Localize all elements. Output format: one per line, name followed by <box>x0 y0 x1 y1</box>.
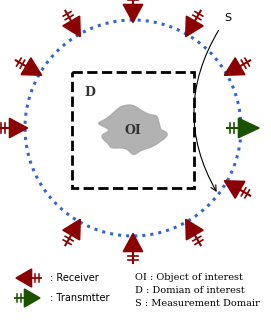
Polygon shape <box>24 289 40 307</box>
Polygon shape <box>224 58 245 75</box>
Polygon shape <box>63 219 80 240</box>
Polygon shape <box>16 269 32 287</box>
Text: : Transmtter: : Transmtter <box>50 293 109 303</box>
Polygon shape <box>238 118 259 138</box>
Polygon shape <box>224 181 245 198</box>
Text: OI : Object of interest: OI : Object of interest <box>135 273 243 282</box>
Polygon shape <box>63 16 80 37</box>
Polygon shape <box>186 219 203 240</box>
Polygon shape <box>9 118 28 138</box>
Text: OI: OI <box>125 124 141 137</box>
Polygon shape <box>123 233 143 252</box>
Text: D : Domian of interest: D : Domian of interest <box>135 286 245 295</box>
Text: : Receiver: : Receiver <box>50 273 99 283</box>
Polygon shape <box>99 105 167 154</box>
Text: D: D <box>84 86 95 99</box>
Polygon shape <box>21 58 42 75</box>
Bar <box>72 72 194 188</box>
Polygon shape <box>123 4 143 23</box>
Polygon shape <box>186 16 203 37</box>
Text: S: S <box>224 13 231 23</box>
Text: S : Measurement Domair: S : Measurement Domair <box>135 299 260 308</box>
